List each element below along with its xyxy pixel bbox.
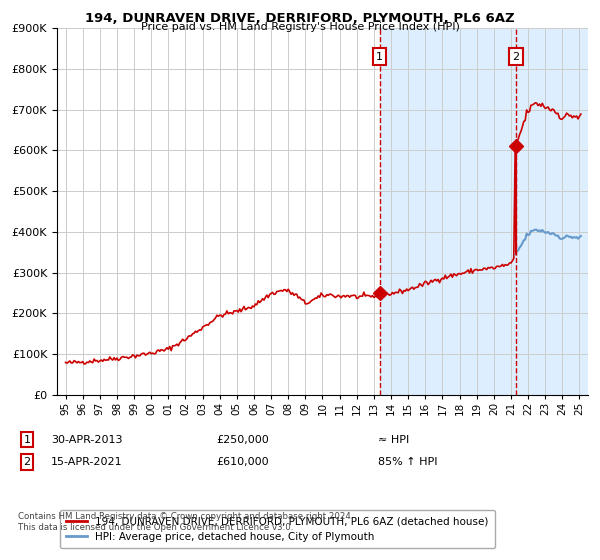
Text: 1: 1 bbox=[23, 435, 31, 445]
Text: Price paid vs. HM Land Registry's House Price Index (HPI): Price paid vs. HM Land Registry's House … bbox=[140, 22, 460, 32]
Legend: 194, DUNRAVEN DRIVE, DERRIFORD, PLYMOUTH, PL6 6AZ (detached house), HPI: Average: 194, DUNRAVEN DRIVE, DERRIFORD, PLYMOUTH… bbox=[59, 510, 494, 548]
Text: 1: 1 bbox=[376, 52, 383, 62]
Text: 194, DUNRAVEN DRIVE, DERRIFORD, PLYMOUTH, PL6 6AZ: 194, DUNRAVEN DRIVE, DERRIFORD, PLYMOUTH… bbox=[85, 12, 515, 25]
Text: 2: 2 bbox=[512, 52, 520, 62]
Bar bbox=[380, 28, 588, 395]
Text: Contains HM Land Registry data © Crown copyright and database right 2024.
This d: Contains HM Land Registry data © Crown c… bbox=[18, 512, 353, 532]
Text: 15-APR-2021: 15-APR-2021 bbox=[51, 457, 122, 467]
Text: £610,000: £610,000 bbox=[216, 457, 269, 467]
Text: 2: 2 bbox=[23, 457, 31, 467]
Text: £250,000: £250,000 bbox=[216, 435, 269, 445]
Text: 30-APR-2013: 30-APR-2013 bbox=[51, 435, 122, 445]
Text: ≈ HPI: ≈ HPI bbox=[378, 435, 409, 445]
Text: 85% ↑ HPI: 85% ↑ HPI bbox=[378, 457, 437, 467]
